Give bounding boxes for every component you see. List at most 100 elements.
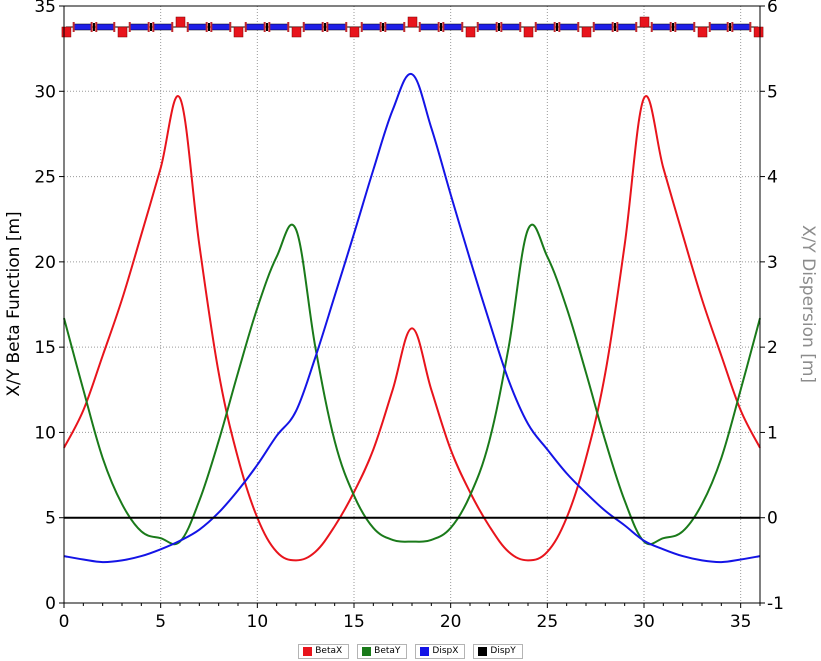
dipole-magnet — [559, 23, 579, 31]
x-tick-label: 10 — [247, 612, 269, 632]
x-axis-ticks: 0 5 10 15 20 25 30 35 — [59, 603, 761, 632]
quadrupole-magnet — [581, 26, 592, 38]
x-tick-label: 25 — [537, 612, 559, 632]
lattice-strip — [61, 16, 764, 38]
corrector-marker — [731, 22, 734, 32]
plot-background — [64, 6, 760, 603]
corrector-marker — [749, 22, 752, 32]
y-tick-label: 10 — [34, 423, 56, 443]
legend-item-dispy: DispY — [473, 644, 523, 659]
x-tick-label: 5 — [155, 612, 166, 632]
corrector-marker — [577, 22, 580, 32]
corrector-marker — [210, 22, 213, 32]
legend-swatch-betax — [303, 647, 313, 656]
dipole-magnet — [245, 23, 265, 31]
legend-item-betax: BetaX — [298, 644, 350, 659]
quadrupole-magnet — [639, 16, 650, 28]
y-axis-right-ticks: -1 0 1 2 3 4 5 6 — [760, 0, 784, 614]
corrector-marker — [379, 22, 382, 32]
legend-label-dispx: DispX — [432, 646, 459, 656]
corrector-marker — [205, 22, 208, 32]
dipole-magnet — [129, 23, 149, 31]
monitor-marker — [208, 23, 210, 31]
corrector-marker — [263, 22, 266, 32]
y2-tick-label: 2 — [767, 338, 778, 358]
legend-item-dispx: DispX — [415, 644, 466, 659]
corrector-marker — [321, 22, 324, 32]
x-tick-label: 30 — [633, 612, 655, 632]
dipole-magnet — [443, 23, 463, 31]
x-tick-label: 20 — [440, 612, 462, 632]
y-tick-label: 5 — [45, 509, 56, 529]
corrector-marker — [611, 22, 614, 32]
quadrupole-magnet — [117, 26, 128, 38]
legend-swatch-betay — [362, 647, 372, 656]
y-tick-label: 15 — [34, 338, 56, 358]
corrector-marker — [476, 22, 479, 32]
dipole-magnet — [327, 23, 347, 31]
legend-label-betay: BetaY — [374, 646, 401, 656]
y2-tick-label: 6 — [767, 0, 778, 17]
corrector-marker — [500, 22, 503, 32]
corrector-marker — [229, 22, 232, 32]
monitor-marker — [440, 23, 442, 31]
y-axis-left-title: X/Y Beta Function [m] — [4, 211, 24, 396]
dipole-magnet — [385, 23, 405, 31]
corrector-marker — [693, 22, 696, 32]
dipole-magnet — [73, 23, 92, 31]
corrector-marker — [495, 22, 498, 32]
corrector-marker — [708, 22, 711, 32]
corrector-marker — [268, 22, 271, 32]
corrector-marker — [674, 22, 677, 32]
quadrupole-magnet — [523, 26, 534, 38]
x-tick-label: 0 — [59, 612, 70, 632]
corrector-marker — [152, 22, 155, 32]
dipole-magnet — [187, 23, 207, 31]
corrector-marker — [442, 22, 445, 32]
dipole-magnet — [617, 23, 637, 31]
corrector-marker — [650, 22, 653, 32]
y-tick-label: 20 — [34, 253, 56, 273]
corrector-marker — [669, 22, 672, 32]
y-tick-label: 30 — [34, 82, 56, 102]
corrector-marker — [72, 22, 75, 32]
quadrupole-magnet — [349, 26, 360, 38]
monitor-marker — [382, 23, 384, 31]
corrector-marker — [403, 22, 406, 32]
monitor-marker — [556, 23, 558, 31]
quadrupole-magnet — [465, 26, 476, 38]
corrector-marker — [186, 22, 189, 32]
dipole-magnet — [211, 23, 231, 31]
legend-swatch-dispy — [478, 647, 488, 656]
dipole-magnet — [153, 23, 173, 31]
quadrupole-magnet — [753, 26, 764, 38]
corrector-marker — [384, 22, 387, 32]
corrector-marker — [437, 22, 440, 32]
monitor-marker — [672, 23, 674, 31]
quadrupole-magnet — [175, 16, 186, 28]
corrector-marker — [90, 22, 93, 32]
corrector-marker — [519, 22, 522, 32]
quadrupole-magnet — [697, 26, 708, 38]
corrector-marker — [558, 22, 561, 32]
dipole-magnet — [732, 23, 751, 31]
monitor-marker — [324, 23, 326, 31]
series-line-dispx — [63, 73, 761, 564]
corrector-marker — [171, 22, 174, 32]
legend-item-betay: BetaY — [357, 644, 408, 659]
dipole-magnet — [303, 23, 323, 31]
corrector-marker — [726, 22, 729, 32]
corrector-marker — [302, 22, 305, 32]
x-tick-label: 15 — [343, 612, 365, 632]
x-tick-label: 35 — [730, 612, 752, 632]
dipole-magnet — [419, 23, 439, 31]
legend-label-betax: BetaX — [315, 646, 343, 656]
quadrupole-magnet — [233, 26, 244, 38]
dipole-magnet — [96, 23, 115, 31]
corrector-marker — [287, 22, 290, 32]
series-group — [63, 73, 761, 564]
monitor-marker — [150, 23, 152, 31]
dipole-magnet — [709, 23, 728, 31]
corrector-marker — [553, 22, 556, 32]
